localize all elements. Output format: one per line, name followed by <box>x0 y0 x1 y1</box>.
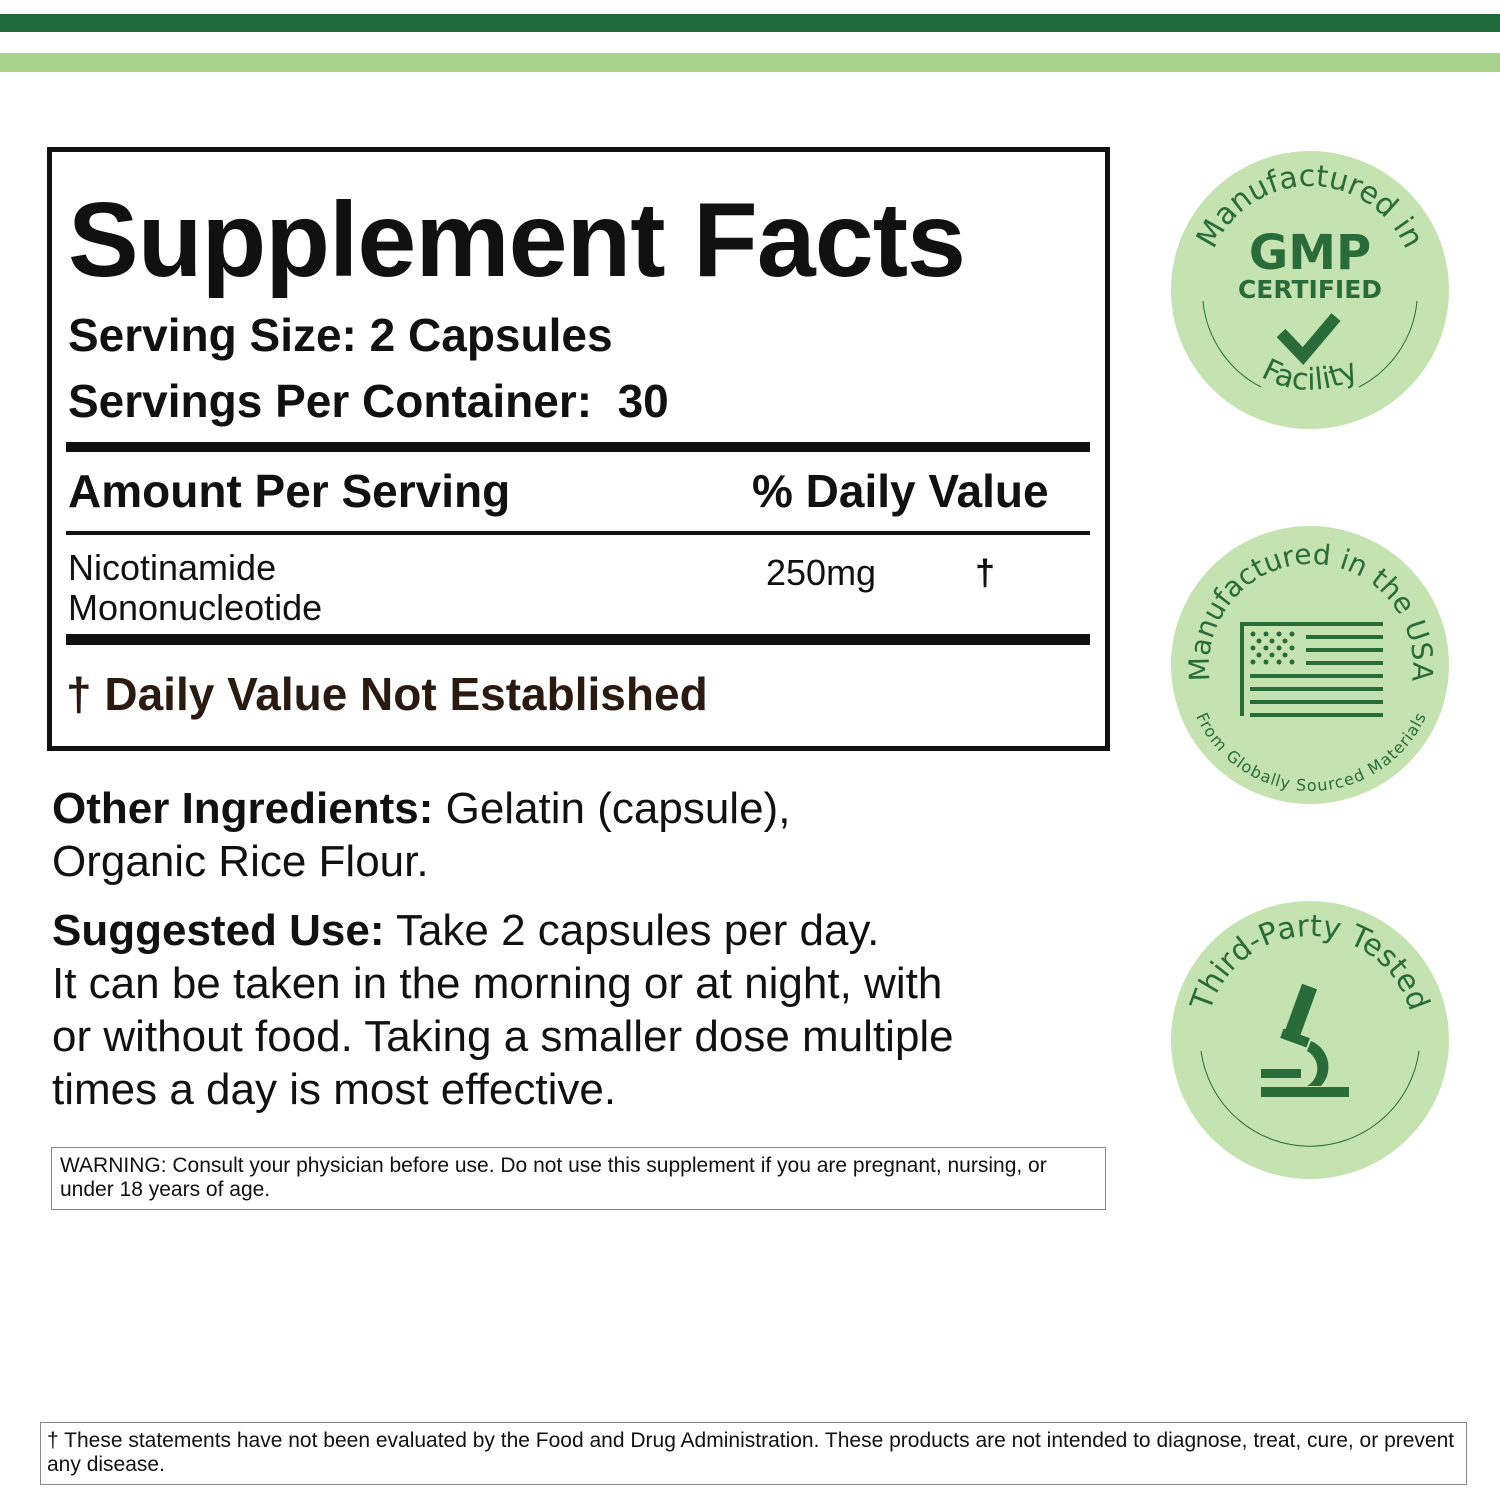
ingredient-name-line2: Mononucleotide <box>68 587 323 628</box>
thick-divider <box>66 442 1090 452</box>
supplement-facts-panel <box>47 147 1110 751</box>
suggested-use-text: Take 2 capsules per day. <box>384 906 880 955</box>
suggested-use-text: It can be taken in the morning or at nig… <box>52 959 943 1008</box>
ingredient-amount: 250mg <box>766 552 877 593</box>
servings-per-container: Servings Per Container: 30 <box>68 375 669 427</box>
suggested-use-text: or without food. Taking a smaller dose m… <box>52 1012 954 1061</box>
daily-value-header: % Daily Value <box>752 465 1049 517</box>
other-ingredients: Other Ingredients: Gelatin (capsule), Org… <box>52 782 790 888</box>
facts-title: Supplement Facts <box>68 181 966 299</box>
thick-divider <box>66 634 1090 645</box>
dv-footnote: † Daily Value Not Established <box>66 668 708 720</box>
top-dark-stripe <box>0 14 1500 32</box>
top-light-stripe <box>0 53 1500 72</box>
warning-box: WARNING: Consult your physician before u… <box>51 1147 1106 1210</box>
fda-disclaimer: † These statements have not been evaluat… <box>40 1422 1467 1485</box>
other-ingredients-text: Organic Rice Flour. <box>52 837 429 886</box>
divider <box>66 531 1090 535</box>
badge-certified-text: CERTIFIED <box>1238 275 1382 304</box>
amount-per-serving-header: Amount Per Serving <box>68 465 511 517</box>
microscope-icon <box>1261 983 1349 1097</box>
us-flag-icon <box>1240 622 1383 717</box>
ingredient-dv: † <box>975 552 996 593</box>
made-in-usa-badge: Manufactured in the USA From Globally So… <box>1171 526 1449 804</box>
suggested-use: Suggested Use: Take 2 capsules per day. I… <box>52 904 954 1116</box>
other-ingredients-label: Other Ingredients: <box>52 784 434 833</box>
checkmark-icon <box>1276 313 1341 365</box>
badge-gmp-text: GMP <box>1249 225 1371 281</box>
other-ingredients-text: Gelatin (capsule), <box>433 784 791 833</box>
suggested-use-text: times a day is most effective. <box>52 1065 617 1114</box>
serving-size: Serving Size: 2 Capsules <box>68 309 613 361</box>
ingredient-name-line1: Nicotinamide <box>68 547 277 588</box>
gmp-certified-badge: Manufactured in GMP CERTIFIED Facility <box>1171 151 1449 429</box>
suggested-use-label: Suggested Use: <box>52 906 385 955</box>
third-party-tested-badge: Third-Party Tested <box>1171 901 1449 1179</box>
